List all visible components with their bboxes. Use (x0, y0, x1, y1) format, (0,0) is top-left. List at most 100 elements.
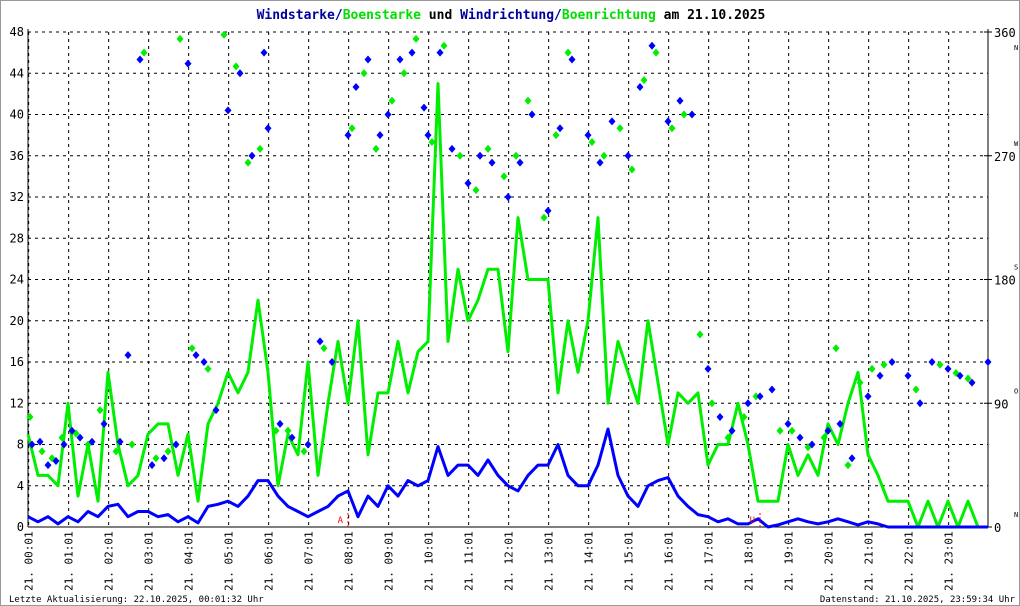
y-tick-label: 48 (10, 25, 24, 39)
direction-point-boenrichtung (668, 124, 676, 133)
direction-point-windrichtung (608, 117, 616, 126)
title-part: Windrichtung/ (460, 8, 562, 23)
direction-point-boenrichtung (38, 447, 46, 456)
direction-point-windrichtung (116, 437, 124, 446)
direction-label: N (1014, 44, 1018, 52)
direction-point-boenrichtung (112, 447, 120, 456)
direction-point-windrichtung (676, 96, 684, 105)
direction-point-boenrichtung (128, 440, 136, 449)
direction-point-boenrichtung (936, 360, 944, 369)
direction-point-windrichtung (848, 454, 856, 463)
direction-point-windrichtung (52, 457, 60, 465)
direction-point-windrichtung (44, 461, 52, 470)
direction-point-windrichtung (876, 371, 884, 380)
direction-point-windrichtung (76, 433, 84, 442)
direction-point-boenrichtung (588, 138, 596, 146)
direction-point-windrichtung (124, 351, 132, 360)
x-tick-label: 21. 18:01 (743, 531, 756, 591)
direction-point-boenrichtung (348, 124, 356, 133)
direction-point-windrichtung (824, 426, 832, 435)
direction-point-windrichtung (136, 55, 144, 64)
direction-point-boenrichtung (360, 69, 368, 78)
direction-point-boenrichtung (788, 426, 796, 435)
direction-point-windrichtung (784, 419, 792, 428)
direction-point-windrichtung (928, 358, 936, 366)
direction-point-windrichtung (172, 440, 180, 449)
direction-point-boenrichtung (96, 406, 104, 415)
x-tick-label: 21. 11:01 (463, 531, 476, 591)
direction-point-boenrichtung (220, 30, 228, 39)
direction-point-boenrichtung (552, 131, 560, 140)
series-line-windstarke (27, 427, 988, 529)
direction-point-boenrichtung (320, 344, 328, 353)
direction-point-windrichtung (304, 440, 312, 449)
x-tick-label: 21. 17:01 (703, 531, 716, 591)
direction-point-windrichtung (624, 151, 632, 160)
direction-point-boenrichtung (524, 96, 532, 105)
direction-point-windrichtung (544, 206, 552, 215)
x-tick-label: 21. 23:01 (943, 531, 956, 591)
x-tick-label: 21. 22:01 (903, 531, 916, 591)
direction-point-windrichtung (352, 83, 360, 91)
title-part: und (421, 8, 460, 23)
last-update-text: Letzte Aktualisierung: 22.10.2025, 00:01… (9, 595, 264, 605)
x-tick-label: 21. 07:01 (303, 531, 316, 591)
direction-point-boenrichtung (26, 413, 34, 421)
direction-point-boenrichtung (300, 447, 308, 456)
title-part: Boenrichtung (562, 8, 656, 23)
y-tick-label: 36 (10, 149, 24, 163)
direction-point-windrichtung (364, 55, 372, 64)
direction-point-windrichtung (688, 110, 696, 119)
direction-point-windrichtung (436, 48, 444, 57)
direction-point-boenrichtung (752, 392, 760, 401)
direction-point-boenrichtung (880, 360, 888, 369)
direction-point-windrichtung (904, 371, 912, 380)
direction-point-boenrichtung (472, 186, 480, 195)
y-tick-label: 12 (10, 396, 24, 410)
direction-label: O (1014, 387, 1018, 395)
x-tick-label: 21. 20:01 (823, 531, 836, 591)
y2-tick-label: 360 (994, 26, 1016, 40)
direction-point-windrichtung (36, 437, 44, 446)
direction-point-boenrichtung (484, 144, 492, 153)
direction-point-windrichtung (344, 131, 352, 140)
direction-point-boenrichtung (152, 454, 160, 463)
x-tick-label: 21. 13:01 (543, 531, 556, 591)
x-tick-label: 21. 08:01 (343, 531, 356, 591)
y-tick-label: 20 (10, 314, 24, 328)
y-tick-label: 4 (17, 479, 24, 493)
direction-point-windrichtung (516, 158, 524, 167)
direction-point-boenrichtung (272, 426, 280, 435)
direction-point-windrichtung (916, 399, 924, 408)
direction-point-boenrichtung (232, 62, 240, 71)
title-part: Boenstarke (343, 8, 421, 23)
title-part: Windstarke/ (257, 8, 343, 23)
x-tick-label: 21. 19:01 (783, 531, 796, 591)
direction-point-windrichtung (984, 358, 992, 366)
direction-point-windrichtung (704, 364, 712, 373)
direction-point-windrichtung (528, 110, 536, 119)
x-tick-label: 21. 04:01 (183, 531, 196, 591)
x-tick-label: 21. 01:01 (63, 531, 76, 591)
direction-point-windrichtung (596, 158, 604, 167)
direction-point-windrichtung (328, 358, 336, 366)
direction-point-boenrichtung (204, 364, 212, 373)
direction-point-windrichtung (420, 103, 428, 112)
direction-point-boenrichtung (708, 399, 716, 408)
direction-point-windrichtung (276, 419, 284, 428)
direction-point-windrichtung (200, 358, 208, 366)
direction-point-windrichtung (568, 55, 576, 64)
direction-point-boenrichtung (652, 48, 660, 57)
x-tick-label: 21. 09:01 (383, 531, 396, 591)
direction-label: N (1014, 511, 1018, 519)
direction-point-boenrichtung (680, 110, 688, 119)
direction-point-windrichtung (192, 351, 200, 360)
x-tick-label: 21. 03:01 (143, 531, 156, 591)
direction-point-windrichtung (636, 83, 644, 91)
direction-point-windrichtung (376, 131, 384, 140)
direction-label: S (1014, 264, 1018, 272)
direction-point-boenrichtung (388, 96, 396, 105)
